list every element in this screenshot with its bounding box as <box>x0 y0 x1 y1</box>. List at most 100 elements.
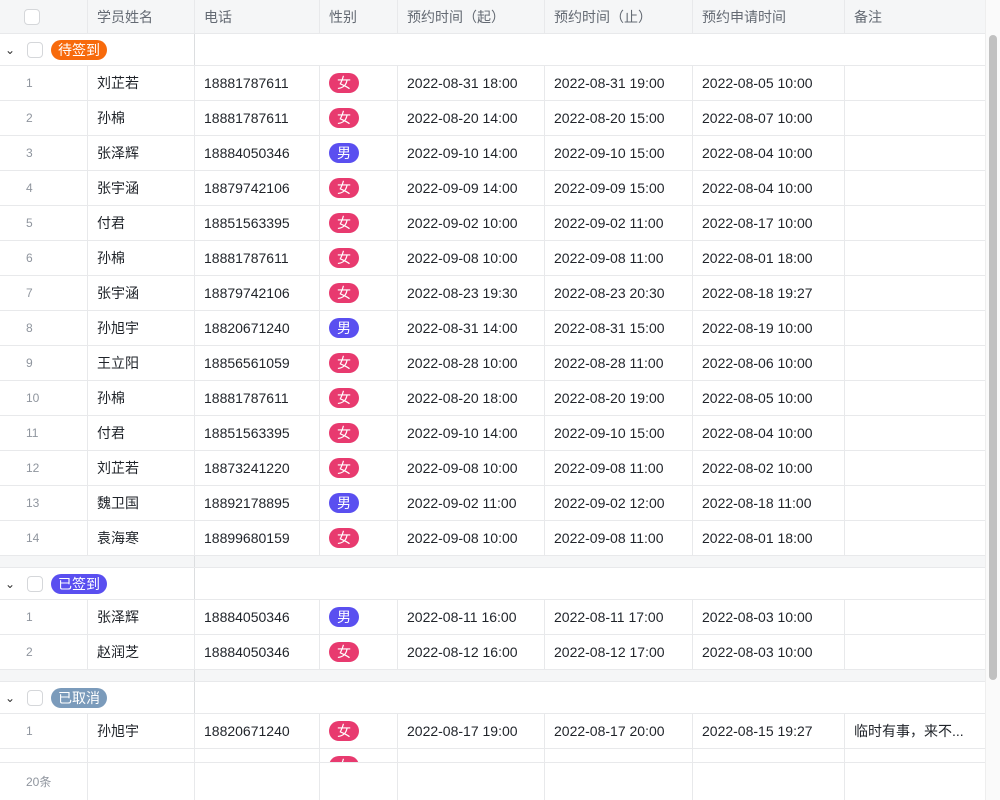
column-header-note[interactable]: 备注 <box>854 8 882 25</box>
column-header-phone[interactable]: 电话 <box>195 0 320 33</box>
gender-tag: 女 <box>329 721 359 741</box>
end-time: 2022-09-02 12:00 <box>545 486 693 520</box>
phone: 18881787611 <box>195 241 320 275</box>
start-time: 2022-09-09 14:00 <box>398 171 545 205</box>
note <box>845 486 985 520</box>
table-row[interactable]: 11 付君 18851563395 女 2022-09-10 14:00 202… <box>0 416 985 451</box>
note <box>845 276 985 310</box>
group-checkbox[interactable] <box>27 575 43 592</box>
start-time: 2022-08-31 18:00 <box>398 66 545 100</box>
group-separator <box>0 556 985 568</box>
group-status-tag: 待签到 <box>51 39 107 60</box>
table-row[interactable]: 5 付君 18851563395 女 2022-09-02 10:00 2022… <box>0 206 985 241</box>
column-header-applied[interactable]: 预约申请时间 <box>693 0 845 33</box>
row-index: 10 <box>0 381 88 415</box>
table-row[interactable]: 9 王立阳 18856561059 女 2022-08-28 10:00 202… <box>0 346 985 381</box>
group-checkbox[interactable] <box>27 41 43 58</box>
row-index: 5 <box>0 206 88 240</box>
note <box>845 635 985 669</box>
table-row[interactable]: 2 赵润芝 18884050346 女 2022-08-12 16:00 202… <box>0 635 985 670</box>
applied-time: 2022-08-04 10:00 <box>693 136 845 170</box>
phone: 18884050346 <box>195 635 320 669</box>
student-name: 孙棉 <box>88 381 195 415</box>
group-checkbox[interactable] <box>27 689 43 706</box>
record-count: 20条 <box>0 763 88 800</box>
gender-tag: 女 <box>329 248 359 268</box>
gender-tag: 女 <box>329 73 359 93</box>
gender-tag: 女 <box>329 213 359 233</box>
table-row[interactable]: 1 孙旭宇 18820671240 女 2022-08-17 19:00 202… <box>0 714 985 749</box>
group-header[interactable]: ⌄ 待签到 <box>0 34 985 66</box>
gender-tag: 男 <box>329 493 359 513</box>
note <box>845 101 985 135</box>
column-header-end[interactable]: 预约时间（止） <box>545 0 693 33</box>
student-name: 袁海寒 <box>88 521 195 555</box>
end-time: 2022-09-09 15:00 <box>545 171 693 205</box>
row-index: 8 <box>0 311 88 345</box>
start-time: 2022-09-08 10:00 <box>398 241 545 275</box>
student-name: 付君 <box>88 416 195 450</box>
phone: 18851563395 <box>195 206 320 240</box>
applied-time: 2022-08-05 10:00 <box>693 381 845 415</box>
end-time: 2022-08-31 15:00 <box>545 311 693 345</box>
table-row[interactable]: 7 张宇涵 18879742106 女 2022-08-23 19:30 202… <box>0 276 985 311</box>
gender-tag: 女 <box>329 283 359 303</box>
column-header-start[interactable]: 预约时间（起） <box>398 0 545 33</box>
phone: 18820671240 <box>195 311 320 345</box>
chevron-down-icon[interactable]: ⌄ <box>5 42 16 57</box>
table-row[interactable]: 10 孙棉 18881787611 女 2022-08-20 18:00 202… <box>0 381 985 416</box>
table-row[interactable]: 14 袁海寒 18899680159 女 2022-09-08 10:00 20… <box>0 521 985 556</box>
note <box>845 241 985 275</box>
end-time: 2022-09-08 11:00 <box>545 521 693 555</box>
student-name: 付君 <box>88 206 195 240</box>
table-row[interactable]: 13 魏卫国 18892178895 男 2022-09-02 11:00 20… <box>0 486 985 521</box>
note <box>845 416 985 450</box>
gender-tag: 女 <box>329 108 359 128</box>
chevron-down-icon[interactable]: ⌄ <box>5 690 16 705</box>
applied-time: 2022-08-05 10:00 <box>693 66 845 100</box>
start-time: 2022-08-17 19:00 <box>398 714 545 748</box>
student-name: 张宇涵 <box>88 276 195 310</box>
table-row[interactable]: 8 孙旭宇 18820671240 男 2022-08-31 14:00 202… <box>0 311 985 346</box>
column-header-gender[interactable]: 性别 <box>320 0 398 33</box>
phone: 18892178895 <box>195 486 320 520</box>
applied-time: 2022-08-07 10:00 <box>693 101 845 135</box>
row-index: 7 <box>0 276 88 310</box>
table-row[interactable]: 1 刘芷若 18881787611 女 2022-08-31 18:00 202… <box>0 66 985 101</box>
applied-time: 2022-08-02 10:00 <box>693 451 845 485</box>
student-name: 张泽辉 <box>88 136 195 170</box>
student-name: 孙棉 <box>88 241 195 275</box>
table-row[interactable]: 4 张宇涵 18879742106 女 2022-09-09 14:00 202… <box>0 171 985 206</box>
select-all-checkbox[interactable] <box>24 8 40 25</box>
row-index: 9 <box>0 346 88 380</box>
student-name: 王立阳 <box>88 346 195 380</box>
student-name: 赵润芝 <box>88 635 195 669</box>
vertical-scrollbar[interactable] <box>985 0 1000 800</box>
scrollbar-thumb[interactable] <box>989 35 997 680</box>
table-row[interactable]: 3 张泽辉 18884050346 男 2022-09-10 14:00 202… <box>0 136 985 171</box>
table-row[interactable]: 1 张泽辉 18884050346 男 2022-08-11 16:00 202… <box>0 600 985 635</box>
applied-time: 2022-08-01 18:00 <box>693 521 845 555</box>
phone: 18851563395 <box>195 416 320 450</box>
row-index: 6 <box>0 241 88 275</box>
group-header[interactable]: ⌄ 已签到 <box>0 568 985 600</box>
row-index: 13 <box>0 486 88 520</box>
chevron-down-icon[interactable]: ⌄ <box>5 576 16 591</box>
column-header-name[interactable]: 学员姓名 <box>88 0 195 33</box>
row-index: 2 <box>0 101 88 135</box>
start-time: 2022-09-02 10:00 <box>398 206 545 240</box>
row-index: 1 <box>0 66 88 100</box>
table-row[interactable]: 6 孙棉 18881787611 女 2022-09-08 10:00 2022… <box>0 241 985 276</box>
end-time: 2022-09-08 11:00 <box>545 451 693 485</box>
table-row[interactable]: 12 刘芷若 18873241220 女 2022-09-08 10:00 20… <box>0 451 985 486</box>
note <box>845 381 985 415</box>
row-index: 3 <box>0 136 88 170</box>
start-time: 2022-09-02 11:00 <box>398 486 545 520</box>
row-index: 12 <box>0 451 88 485</box>
applied-time: 2022-08-15 19:27 <box>693 714 845 748</box>
table-row[interactable]: 2 孙棉 18881787611 女 2022-08-20 14:00 2022… <box>0 101 985 136</box>
gender-tag: 女 <box>329 178 359 198</box>
group-header[interactable]: ⌄ 已取消 <box>0 682 985 714</box>
phone: 18820671240 <box>195 714 320 748</box>
student-name: 刘芷若 <box>88 66 195 100</box>
